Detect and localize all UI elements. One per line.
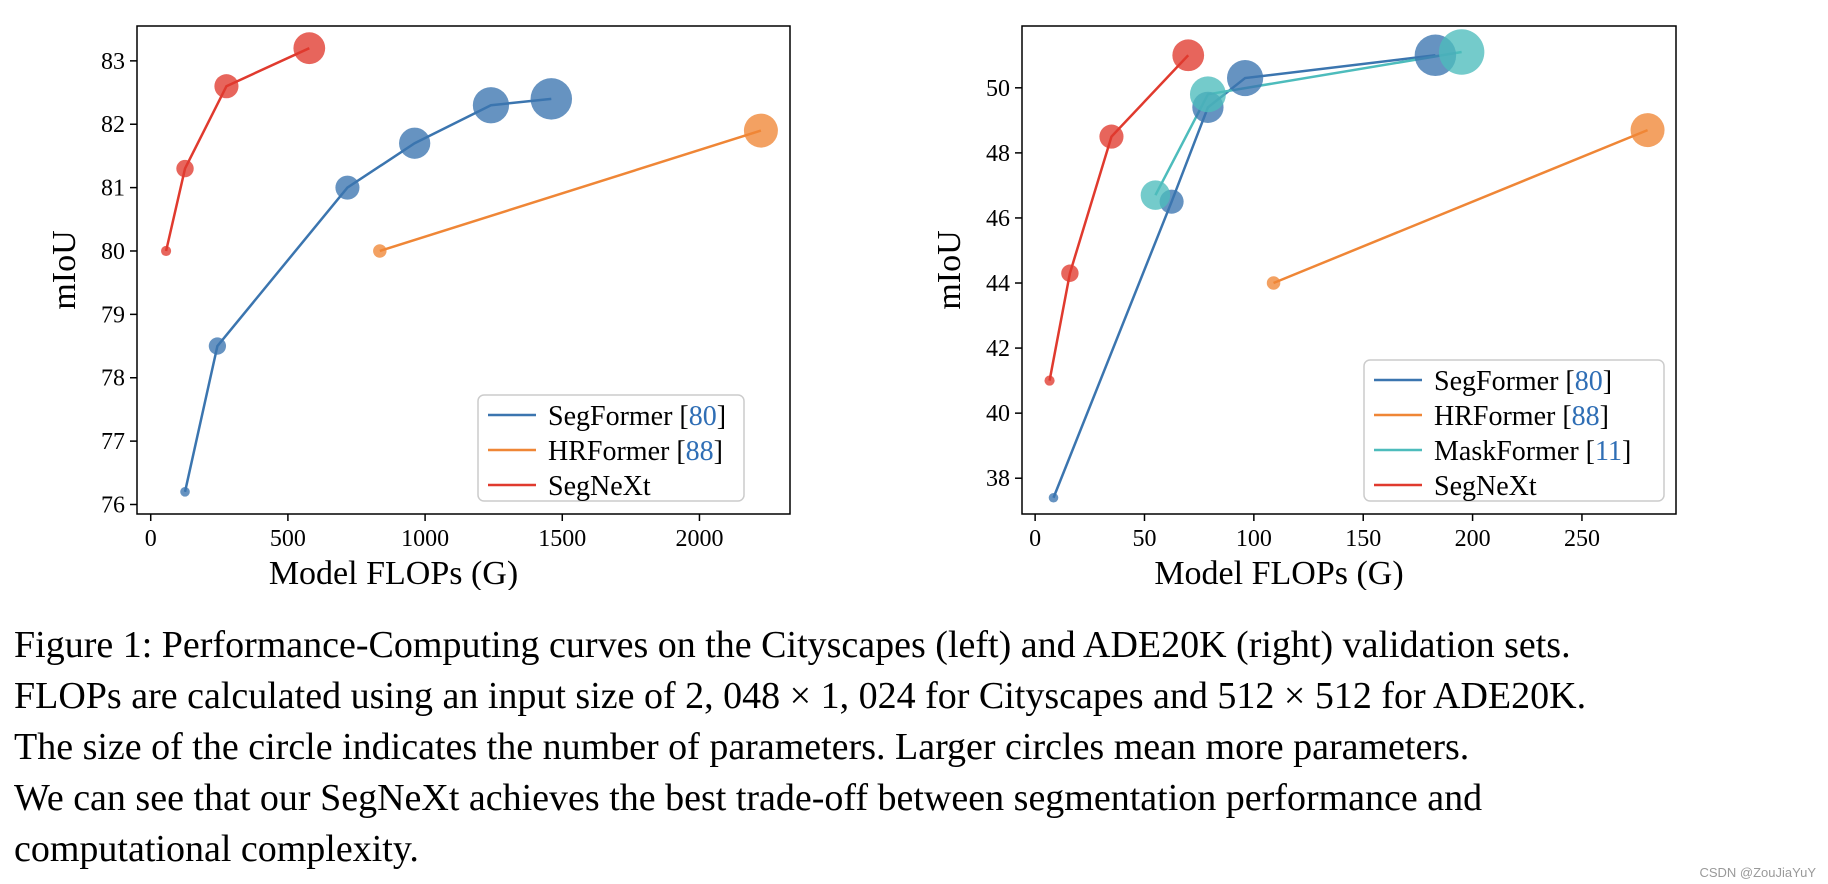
legend-entry: SegFormer [80] [548, 401, 726, 432]
legend-box [477, 394, 745, 502]
y-tick-label: 76 [101, 492, 125, 518]
data-point [373, 244, 387, 258]
plot-frame [1021, 25, 1677, 515]
data-point [214, 74, 239, 99]
x-tick-label: 200 [1455, 526, 1491, 552]
caption-line: FLOPs are calculated using an input size… [14, 675, 1587, 717]
data-point [1266, 276, 1281, 290]
caption-line: Figure 1: Performance-Computing curves o… [14, 624, 1571, 666]
y-axis-label: mIoU [931, 230, 968, 309]
series-line [379, 129, 762, 253]
y-tick-label: 42 [986, 336, 1010, 362]
y-tick-label: 82 [101, 112, 125, 138]
data-point [1172, 39, 1205, 72]
data-point [161, 245, 172, 257]
data-point [208, 337, 227, 355]
chart-cityscapes: 0 500 1000 1500 2000 76 77 78 79 80 81 82 83 Model FL… [46, 25, 791, 590]
legend-entry: HRFormer [88] [548, 436, 723, 467]
x-tick-label: 50 [1132, 526, 1156, 552]
data-point [335, 175, 360, 200]
data-point [176, 159, 194, 178]
legend-entry: SegNeXt [1434, 471, 1537, 502]
data-point [293, 32, 326, 65]
y-tick-label: 78 [101, 366, 125, 392]
data-point [1226, 59, 1264, 97]
data-point [1044, 375, 1055, 386]
series-line [1048, 54, 1190, 381]
x-axis-label: Model FLOPs (G) [1154, 555, 1403, 590]
legend: SegFormer [80] HRFormer [88] MaskFormer [1… [1363, 359, 1665, 502]
y-tick-label: 50 [986, 76, 1010, 102]
caption-line: The size of the circle indicates the num… [14, 726, 1470, 768]
x-tick-label: 0 [1029, 526, 1041, 552]
series-line [1273, 128, 1649, 285]
chart-ade20k: 0 50 100 150 200 250 38 40 42 44 46 48 50 Model FLOPs… [931, 25, 1677, 590]
data-point [1438, 29, 1485, 75]
data-point [1140, 180, 1171, 210]
legend-entry: SegFormer [80] [1434, 366, 1612, 397]
legend-entry: SegNeXt [548, 471, 651, 502]
y-tick-label: 77 [101, 429, 125, 455]
y-tick-label: 40 [986, 401, 1010, 427]
x-tick-label: 2000 [675, 526, 723, 552]
data-point [399, 127, 431, 159]
caption-line: We can see that our SegNeXt achieves the… [14, 777, 1483, 819]
y-tick-label: 48 [986, 141, 1010, 167]
x-tick-label: 150 [1345, 526, 1381, 552]
y-tick-label: 80 [101, 239, 125, 265]
series-line [164, 47, 310, 252]
x-tick-label: 100 [1236, 526, 1272, 552]
x-tick-label: 500 [270, 526, 306, 552]
data-point [1099, 124, 1124, 149]
data-point [1061, 264, 1079, 282]
legend-entry: MaskFormer [11] [1434, 436, 1631, 467]
data-point [530, 78, 573, 120]
data-point [743, 113, 778, 148]
data-point [1630, 113, 1665, 148]
data-point [1048, 492, 1059, 503]
x-tick-label: 1000 [401, 526, 449, 552]
y-tick-label: 83 [101, 49, 125, 75]
y-tick-label: 81 [101, 176, 125, 202]
x-tick-label: 250 [1564, 526, 1600, 552]
y-tick-label: 44 [986, 271, 1010, 297]
x-tick-label: 1500 [538, 526, 586, 552]
watermark: CSDN @ZouJiaYuY [1699, 865, 1816, 880]
x-axis-label: Model FLOPs (G) [269, 555, 518, 590]
legend: SegFormer [80] HRFormer [88] SegNeXt [477, 394, 745, 502]
y-tick-label: 38 [986, 466, 1010, 492]
data-point [472, 87, 510, 124]
y-tick-label: 46 [986, 206, 1010, 232]
y-tick-label: 79 [101, 302, 125, 328]
caption-line: computational complexity. [14, 828, 419, 870]
plot-frame [136, 25, 791, 515]
y-axis-label: mIoU [46, 230, 83, 309]
data-point [180, 487, 190, 497]
figure-caption: Figure 1: Performance-Computing curves o… [14, 620, 1816, 875]
legend-entry: HRFormer [88] [1434, 401, 1609, 432]
x-tick-label: 0 [145, 526, 157, 552]
legend-box [1363, 359, 1665, 502]
data-point [1189, 76, 1226, 113]
